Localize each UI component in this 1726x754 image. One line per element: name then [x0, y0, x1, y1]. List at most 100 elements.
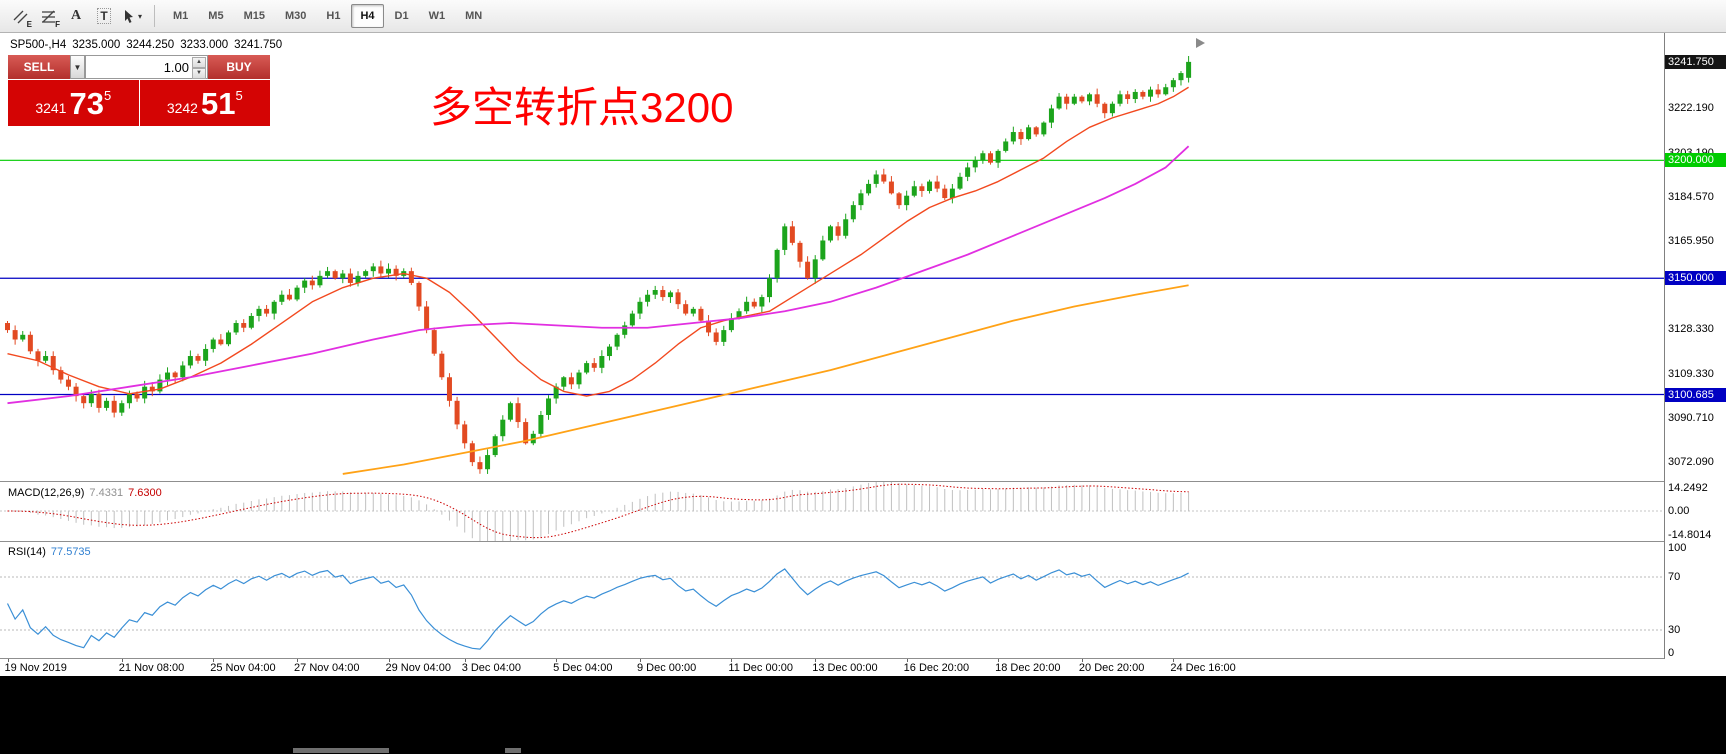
price-axis-label: 3109.330 [1668, 368, 1714, 381]
time-axis-label: 11 Dec 00:00 [728, 662, 794, 674]
buy-price-box[interactable]: 3242 51 5 [139, 80, 270, 126]
candle-body [820, 240, 826, 260]
time-axis-tick [1173, 659, 1175, 662]
candle-body [515, 403, 521, 423]
candle-body [180, 365, 186, 378]
volume-increase-button[interactable]: ▲ [192, 57, 206, 68]
macd-panel-canvas[interactable] [0, 482, 1664, 541]
taskbar-fragment [293, 748, 389, 753]
time-scale[interactable]: 19 Nov 2019 21 Nov 08:00 25 Nov 04:00 27 No… [0, 659, 1726, 676]
text-icon[interactable]: A [70, 8, 82, 23]
time-axis-tick [213, 659, 215, 662]
hline-price-label: 3200.000 [1665, 153, 1726, 168]
candle-body [134, 393, 140, 399]
time-axis-label: 19 Nov 2019 [4, 662, 67, 674]
volume-dropdown-button[interactable]: ▼ [70, 55, 85, 79]
main-chart-canvas[interactable] [0, 33, 1664, 481]
candle-body [1148, 89, 1153, 97]
candle-body [1071, 96, 1077, 104]
timeframe-m1[interactable]: M1 [173, 10, 189, 22]
candle-body [546, 398, 552, 415]
candle-body [225, 332, 231, 345]
equidistant-channel-icon[interactable]: E [7, 4, 33, 29]
buy-button[interactable]: BUY [208, 55, 270, 79]
candle-body [386, 268, 391, 274]
panel-separator[interactable] [0, 658, 1726, 659]
candle-body [1163, 87, 1169, 95]
toolbar: E F A T ▾ M1 M5 M15 M30 H1 H4 D1 W1 MN [0, 0, 1726, 33]
candle-body [469, 443, 475, 463]
candle-body [1178, 73, 1184, 81]
candle-body [1132, 91, 1138, 100]
candle-body [1170, 80, 1176, 88]
ohlc-open: 3235.000 [72, 39, 121, 51]
timeframe-h4[interactable]: H4 [351, 4, 384, 28]
candle-body [584, 363, 590, 373]
candle-body [614, 334, 620, 347]
rsi-header: RSI(14) 77.5735 [8, 546, 96, 558]
drawing-tools-group: E F A T ▾ [6, 4, 146, 29]
candle-body [538, 414, 544, 434]
rsi-panel-canvas[interactable] [0, 542, 1664, 658]
candle-body [942, 188, 948, 199]
volume-stepper: ▲ ▼ [192, 57, 206, 79]
candle-body [454, 400, 460, 425]
volume-decrease-button[interactable]: ▼ [192, 68, 206, 79]
candle-body [256, 308, 262, 316]
sell-price-box[interactable]: 3241 73 5 [8, 80, 139, 126]
timeframe-w1[interactable]: W1 [428, 10, 446, 22]
candle-body [218, 339, 224, 345]
candle-body [424, 306, 430, 331]
panel-separator[interactable] [0, 481, 1726, 482]
hline-price-label: 3150.000 [1665, 271, 1726, 286]
time-axis-tick [731, 659, 733, 662]
candle-body [370, 266, 376, 272]
candle-body [378, 266, 384, 274]
candle-body [1186, 61, 1192, 78]
candle-body [35, 351, 41, 361]
candle-body [294, 287, 300, 300]
timeframe-h1[interactable]: H1 [326, 10, 341, 22]
one-click-trading-panel: SELL ▼ ▲ ▼ BUY 3241 73 5 3242 51 5 [8, 55, 270, 126]
candle-body [104, 400, 110, 408]
candle-body [690, 308, 696, 314]
timeframe-mn[interactable]: MN [465, 10, 483, 22]
candle-body [363, 271, 369, 276]
candle-body [1102, 103, 1108, 114]
timeframe-m15[interactable]: M15 [243, 10, 265, 22]
timeframe-d1[interactable]: D1 [394, 10, 409, 22]
time-axis-tick [998, 659, 1000, 662]
sell-price-prefix: 3241 [35, 100, 67, 116]
time-axis-tick [121, 659, 123, 662]
sell-button[interactable]: SELL [8, 55, 70, 79]
text-label-icon[interactable]: T [91, 4, 117, 28]
price-axis-label: 3184.570 [1668, 190, 1714, 203]
candle-body [812, 259, 818, 279]
candle-body [43, 356, 49, 361]
timeframe-m30[interactable]: M30 [284, 10, 307, 22]
candle-body [1010, 132, 1016, 142]
fast-ma-line [7, 86, 1189, 397]
rsi-axis-label: 70 [1668, 571, 1681, 583]
arrow-tools-icon[interactable]: ▾ [119, 4, 145, 28]
price-axis-label: 3072.090 [1668, 455, 1714, 468]
candle-body [416, 282, 422, 307]
price-scale[interactable]: 3222.1903203.1903184.5703165.9503128.330… [1664, 33, 1726, 659]
candle-body [241, 323, 247, 328]
panel-separator[interactable] [0, 541, 1726, 542]
candle-body [264, 308, 270, 314]
fibonacci-retracement-icon[interactable]: F [35, 4, 61, 29]
candle-body [65, 379, 71, 387]
candle-body [698, 308, 704, 321]
candle-body [302, 280, 308, 288]
candle-body [827, 226, 833, 241]
volume-field: ▲ ▼ [85, 55, 208, 79]
candle-body [279, 294, 285, 302]
candle-body [629, 313, 635, 326]
ohlc-high: 3244.250 [126, 39, 175, 51]
candle-body [50, 356, 56, 371]
timeframe-m5[interactable]: M5 [208, 10, 224, 22]
candle-body [271, 301, 277, 314]
volume-input[interactable] [86, 56, 207, 78]
candle-body [934, 181, 940, 189]
